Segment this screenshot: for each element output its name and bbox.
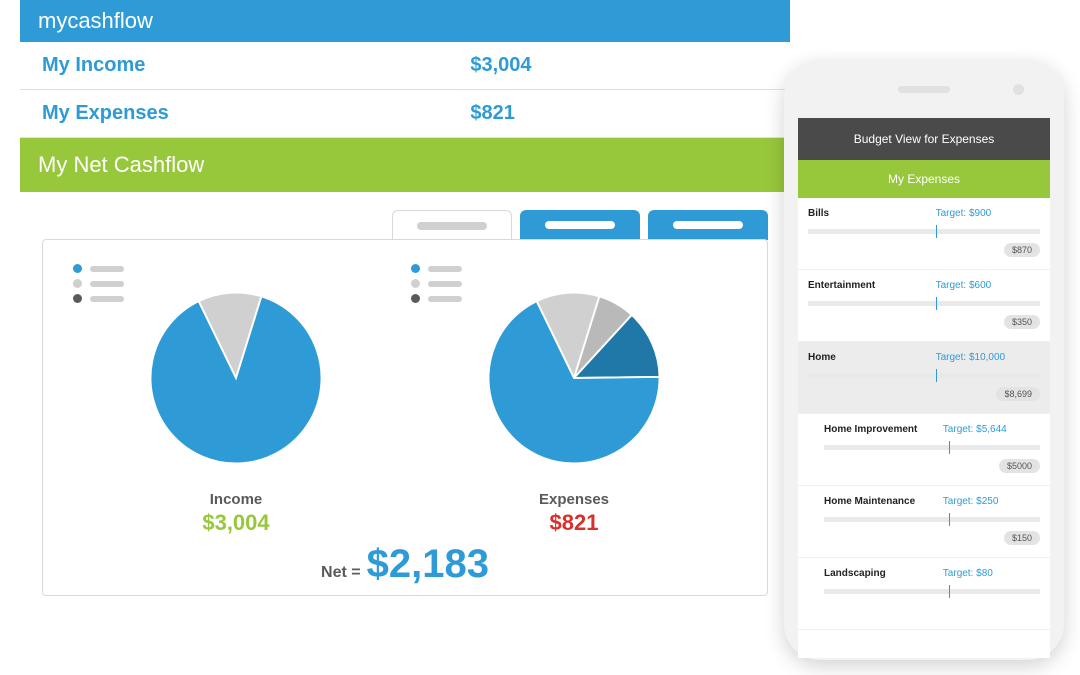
budget-item-name: Home Maintenance xyxy=(824,496,943,507)
budget-item-actual: $150 xyxy=(1004,531,1040,545)
expenses-chart-value: $821 xyxy=(550,510,599,536)
legend-bar xyxy=(90,266,124,272)
legend-dot-icon xyxy=(411,264,420,273)
net-row: Net = $2,183 xyxy=(67,542,743,587)
budget-item-actual: $5000 xyxy=(999,459,1040,473)
budget-bar xyxy=(824,585,1040,599)
net-label: Net = xyxy=(321,564,361,582)
phone-camera-icon xyxy=(1013,84,1024,95)
budget-item[interactable]: Home ImprovementTarget: $5,644 $5000 xyxy=(798,414,1050,486)
phone-mockup: Budget View for Expenses My Expenses Bil… xyxy=(784,60,1064,660)
budget-item-name: Home xyxy=(808,352,936,363)
budget-bar: $8,699 xyxy=(808,369,1040,383)
phone-screen: Budget View for Expenses My Expenses Bil… xyxy=(798,118,1050,658)
budget-item[interactable]: HomeTarget: $10,000 $8,699 xyxy=(798,342,1050,414)
expenses-legend xyxy=(411,264,462,303)
app-title-bar: mycashflow xyxy=(20,0,790,42)
budget-bar: $350 xyxy=(808,297,1040,311)
tab-3[interactable] xyxy=(648,210,768,240)
budget-list[interactable]: BillsTarget: $900$870EntertainmentTarget… xyxy=(798,198,1050,658)
budget-item-name: Bills xyxy=(808,208,936,219)
income-value: $3,004 xyxy=(470,54,531,77)
budget-item[interactable]: BillsTarget: $900 $870 xyxy=(798,198,1050,270)
budget-item-name: Home Improvement xyxy=(824,424,943,435)
income-label: My Income xyxy=(42,54,470,77)
legend-dot-icon xyxy=(73,294,82,303)
app-title: mycashflow xyxy=(38,8,153,33)
budget-item-name: Landscaping xyxy=(824,568,943,579)
phone-header: Budget View for Expenses xyxy=(798,118,1050,160)
budget-item[interactable]: Home MaintenanceTarget: $250 $150 xyxy=(798,486,1050,558)
budget-item-target: Target: $10,000 xyxy=(936,352,1006,363)
phone-header-title: Budget View for Expenses xyxy=(854,132,995,146)
expenses-value: $821 xyxy=(470,102,515,125)
summary-row-income[interactable]: My Income $3,004 xyxy=(20,42,790,90)
budget-item-target: Target: $900 xyxy=(936,208,992,219)
legend-dot-icon xyxy=(73,279,82,288)
budget-bar: $870 xyxy=(808,225,1040,239)
budget-bar: $150 xyxy=(824,513,1040,527)
section-header-net-cashflow: My Net Cashflow xyxy=(20,138,790,192)
legend-dot-icon xyxy=(73,264,82,273)
phone-subheader-title: My Expenses xyxy=(888,172,960,186)
tab-1[interactable] xyxy=(392,210,512,240)
section-title: My Net Cashflow xyxy=(38,152,204,177)
income-chart-column: Income $3,004 xyxy=(67,264,405,536)
legend-bar xyxy=(428,296,462,302)
legend-item xyxy=(411,264,462,273)
expenses-pie-chart xyxy=(479,283,669,473)
budget-item-target: Target: $600 xyxy=(936,280,992,291)
tab-strip xyxy=(20,192,790,240)
net-value: $2,183 xyxy=(367,542,489,587)
expenses-chart-label: Expenses xyxy=(539,491,609,508)
budget-item-actual: $8,699 xyxy=(996,387,1040,401)
budget-item[interactable]: EntertainmentTarget: $600 $350 xyxy=(798,270,1050,342)
phone-subheader: My Expenses xyxy=(798,160,1050,198)
budget-item[interactable]: LandscapingTarget: $80 xyxy=(798,558,1050,630)
legend-dot-icon xyxy=(411,279,420,288)
budget-item-name: Entertainment xyxy=(808,280,936,291)
budget-item-target: Target: $80 xyxy=(943,568,993,579)
budget-item-actual: $870 xyxy=(1004,243,1040,257)
income-chart-label: Income xyxy=(210,491,263,508)
income-pie-chart xyxy=(141,283,331,473)
legend-item xyxy=(73,294,124,303)
legend-bar xyxy=(428,281,462,287)
summary-row-expenses[interactable]: My Expenses $821 xyxy=(20,90,790,138)
tab-2[interactable] xyxy=(520,210,640,240)
budget-bar: $5000 xyxy=(824,441,1040,455)
expenses-label: My Expenses xyxy=(42,102,470,125)
legend-dot-icon xyxy=(411,294,420,303)
budget-item-actual: $350 xyxy=(1004,315,1040,329)
income-chart-value: $3,004 xyxy=(202,510,269,536)
budget-item-target: Target: $5,644 xyxy=(943,424,1007,435)
budget-item-target: Target: $250 xyxy=(943,496,999,507)
expenses-chart-column: Expenses $821 xyxy=(405,264,743,536)
legend-item xyxy=(411,279,462,288)
legend-item xyxy=(411,294,462,303)
legend-bar xyxy=(428,266,462,272)
legend-item xyxy=(73,279,124,288)
legend-bar xyxy=(90,281,124,287)
cashflow-panel: mycashflow My Income $3,004 My Expenses … xyxy=(20,0,790,607)
legend-item xyxy=(73,264,124,273)
income-legend xyxy=(73,264,124,303)
legend-bar xyxy=(90,296,124,302)
chart-card: Income $3,004 Expenses $821 Net = $2,183 xyxy=(42,239,768,596)
